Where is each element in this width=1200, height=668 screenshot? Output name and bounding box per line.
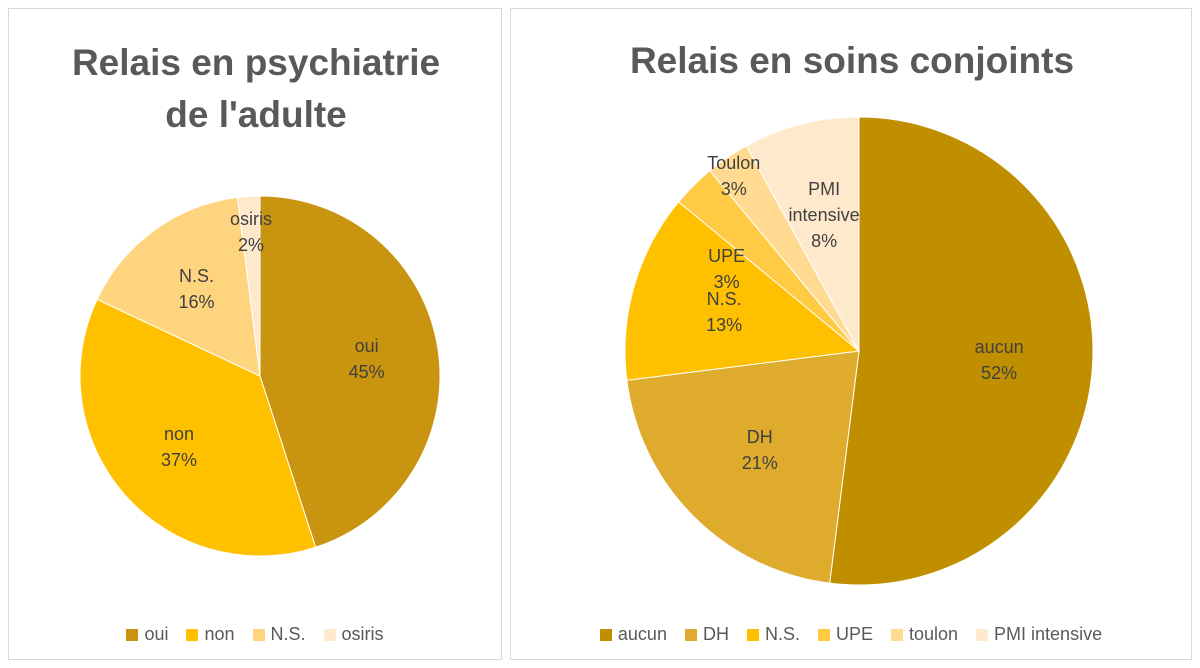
- legend-label: non: [204, 624, 235, 644]
- data-label-value: 37%: [160, 450, 197, 471]
- pie-slice: [236, 195, 261, 377]
- data-label: aucun 52%: [975, 334, 1024, 386]
- chart-title: Relais en psychiatrie de l'adulte: [71, 42, 441, 135]
- chart-title: Relais en soins conjoints: [629, 40, 1075, 81]
- data-label-name: oui: [354, 336, 379, 357]
- data-label-value: 52%: [981, 362, 1018, 383]
- pie-slice: [79, 298, 317, 557]
- pie-slice: [96, 196, 261, 377]
- data-label-value: 8%: [811, 231, 838, 251]
- legend-swatch: [684, 628, 697, 641]
- legend-swatch: [186, 628, 199, 641]
- data-label-value: 21%: [741, 453, 778, 474]
- legend-item: PMI intensive: [976, 624, 1102, 645]
- data-label-value: 3%: [720, 179, 747, 200]
- pie-slice: [624, 201, 861, 381]
- chart-panel: Relais en psychiatrie de l'adulte oui 45% n…: [8, 8, 502, 660]
- legend-item: N.S.: [746, 624, 800, 645]
- legend-swatch: [252, 628, 265, 641]
- legend-item: osiris: [323, 624, 384, 645]
- legend-label: N.S.: [764, 624, 800, 644]
- legend-item: toulon: [890, 624, 959, 645]
- legend-item: DH: [684, 624, 729, 645]
- data-label: non 37%: [161, 421, 197, 473]
- legend-swatch: [599, 628, 612, 641]
- legend-swatch: [746, 628, 759, 641]
- chart-panel: Relais en soins conjoints aucun 52% DH 21% N.…: [510, 8, 1192, 660]
- data-label-name: DH: [746, 427, 773, 448]
- data-label-name: non: [163, 424, 194, 445]
- legend-label: PMI intensive: [994, 624, 1103, 644]
- legend-item: aucun: [599, 624, 667, 645]
- data-label-value: 45%: [348, 362, 385, 383]
- data-label: N.S. 16%: [179, 263, 215, 315]
- data-label-value: 3%: [713, 271, 740, 292]
- pie-chart: [624, 116, 1094, 586]
- legend-label: toulon: [908, 624, 959, 644]
- legend-label: DH: [702, 624, 729, 644]
- data-label: N.S. 13%: [706, 286, 742, 338]
- legend-label: UPE: [835, 624, 873, 644]
- data-label: DH 21%: [742, 424, 778, 476]
- data-label-name: Toulon: [707, 153, 761, 174]
- data-label: osiris 2%: [230, 206, 272, 258]
- legend-swatch: [890, 628, 903, 641]
- data-label: UPE 3%: [708, 243, 745, 295]
- pie-chart: [79, 195, 441, 557]
- pie-slice: [626, 350, 860, 584]
- legend-item: UPE: [817, 624, 873, 645]
- legend-label: oui: [144, 624, 169, 644]
- data-label-value: 2%: [237, 235, 264, 256]
- data-label-name: UPE: [708, 245, 746, 266]
- pie-slice: [745, 116, 860, 352]
- data-label-name: PMI intensive: [788, 179, 860, 225]
- pie-slice: [259, 195, 441, 548]
- legend-swatch: [323, 628, 336, 641]
- legend-item: N.S.: [252, 624, 306, 645]
- legend: aucun DH N.S. UPE toulon PMI intensive: [511, 624, 1191, 645]
- data-label: Toulon 3%: [707, 150, 760, 202]
- legend-label: aucun: [617, 624, 667, 644]
- pie-slice: [829, 116, 1094, 586]
- data-label: PMI intensive 8%: [779, 176, 869, 254]
- data-label: oui 45%: [349, 333, 385, 385]
- legend-swatch: [976, 628, 989, 641]
- legend: oui non N.S. osiris: [9, 624, 501, 645]
- data-label-value: 16%: [178, 291, 215, 312]
- legend-item: non: [186, 624, 235, 645]
- legend-swatch: [126, 628, 139, 641]
- data-label-value: 13%: [706, 314, 743, 335]
- legend-item: oui: [126, 624, 168, 645]
- data-label-name: N.S.: [706, 288, 742, 309]
- data-label-name: N.S.: [179, 265, 215, 286]
- data-label-name: osiris: [229, 209, 272, 230]
- legend-swatch: [817, 628, 830, 641]
- legend-label: osiris: [341, 624, 384, 644]
- legend-label: N.S.: [270, 624, 306, 644]
- data-label-name: aucun: [974, 336, 1024, 357]
